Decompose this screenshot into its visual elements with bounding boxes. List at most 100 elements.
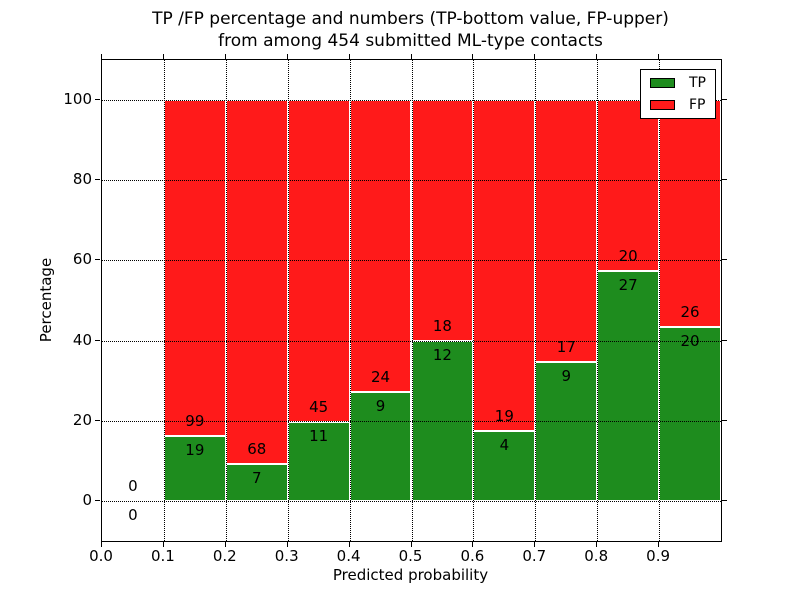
axis-tick [722,339,727,341]
tp-count-annotation: 20 [680,331,700,350]
axis-tick [95,179,100,181]
x-gridline [597,60,599,541]
axis-tick [534,54,536,59]
x-gridline [225,60,227,541]
axis-tick [722,99,727,101]
grid-layer [102,60,721,541]
tp-count-annotation: 0 [128,505,138,524]
fp-count-annotation: 99 [185,412,205,431]
x-tick-label: 0.1 [150,547,175,565]
x-gridline [349,60,351,541]
fp-count-annotation: 0 [128,476,138,495]
fp-count-annotation: 17 [556,338,576,357]
bar-fp-segment [535,100,598,363]
x-gridline [287,60,289,541]
bar-fp-segment [225,100,288,464]
bar-tp-segment [163,436,226,501]
axis-tick [286,54,288,59]
fp-count-annotation: 19 [494,407,514,426]
legend-item-fp: FP [650,98,706,112]
fp-count-annotation: 20 [618,246,638,265]
tp-count-annotation: 19 [185,441,205,460]
axis-tick [472,54,474,59]
chart-title-line1: TP /FP percentage and numbers (TP-bottom… [152,9,669,29]
axis-tick [286,542,288,547]
tp-count-annotation: 9 [561,367,572,386]
plot-area: 0 0 99 19 68 7 45 11 24 9 18 12 19 4 17 9 20 27 26 20 TP FP [101,59,722,542]
axis-tick [101,542,102,547]
bar-fp-segment [411,100,474,341]
legend: TP FP [640,69,716,119]
legend-item-tp: TP [650,76,706,90]
fp-count-annotation: 45 [309,398,329,417]
axis-tick [224,542,226,547]
x-tick-label: 0.8 [584,547,609,565]
axis-tick [534,542,536,547]
axis-tick [224,54,226,59]
legend-label: FP [689,97,706,113]
x-tick-label: 0.6 [460,547,485,565]
y-tick-label: 40 [72,330,92,349]
fp-count-annotation: 18 [432,316,452,335]
axis-tick [95,499,100,501]
tp-count-annotation: 27 [618,275,638,294]
y-tick-label: 0 [82,490,92,509]
y-axis-label: Percentage [37,257,55,343]
x-gridline [163,60,165,541]
x-gridline [659,60,661,541]
axis-tick [722,179,727,181]
x-gridline [473,60,475,541]
bar-fp-segment [473,100,536,432]
x-tick-label: 0.4 [336,547,361,565]
y-tick-label: 100 [63,90,92,109]
axis-tick [596,542,598,547]
y-tick-label: 80 [72,170,92,189]
tp-count-annotation: 9 [375,396,386,415]
x-tick-label: 0.0 [89,547,113,565]
tp-count-annotation: 11 [309,427,329,446]
axis-tick [348,54,350,59]
x-tick-label: 0.2 [212,547,237,565]
legend-label: TP [689,75,706,91]
axis-tick [410,54,412,59]
legend-swatch-tp [650,78,675,88]
annotation-layer: 0 0 99 19 68 7 45 11 24 9 18 12 19 4 17 9 20 27 26 20 [102,60,721,541]
x-gridline [411,60,413,541]
axis-tick [95,419,100,421]
tp-count-annotation: 7 [251,468,262,487]
axis-tick [596,54,598,59]
bar-fp-segment [163,100,226,437]
axis-tick [162,54,164,59]
axis-tick [95,339,100,341]
tp-count-annotation: 4 [499,436,510,455]
axis-tick [658,542,660,547]
axis-tick [95,99,100,101]
bar-tp-segment [659,326,721,501]
chart-title-line2: from among 454 submitted ML-type contact… [218,31,603,51]
legend-swatch-fp [650,100,675,110]
axis-tick [348,542,350,547]
x-axis-label: Predicted probability [332,566,489,584]
axis-tick [101,54,102,59]
fp-count-annotation: 24 [371,367,391,386]
x-tick-label: 0.9 [646,547,671,565]
x-tick-label: 0.5 [398,547,423,565]
x-tick-label: 0.7 [522,547,547,565]
axis-tick [722,419,727,421]
axis-tick [472,542,474,547]
bars-layer [102,60,721,541]
x-tick-label: 0.3 [274,547,299,565]
axis-tick [722,499,727,501]
x-gridline [535,60,537,541]
tp-count-annotation: 12 [432,345,452,364]
y-tick-label: 60 [72,250,92,269]
fp-count-annotation: 68 [247,439,267,458]
axis-tick [722,259,727,261]
bar-tp-segment [473,431,536,501]
fp-count-annotation: 26 [680,302,700,321]
axis-tick [410,542,412,547]
axis-tick [658,54,660,59]
y-tick-label: 20 [72,410,92,429]
chart-title: TP /FP percentage and numbers (TP-bottom… [101,8,720,52]
axis-tick [162,542,164,547]
